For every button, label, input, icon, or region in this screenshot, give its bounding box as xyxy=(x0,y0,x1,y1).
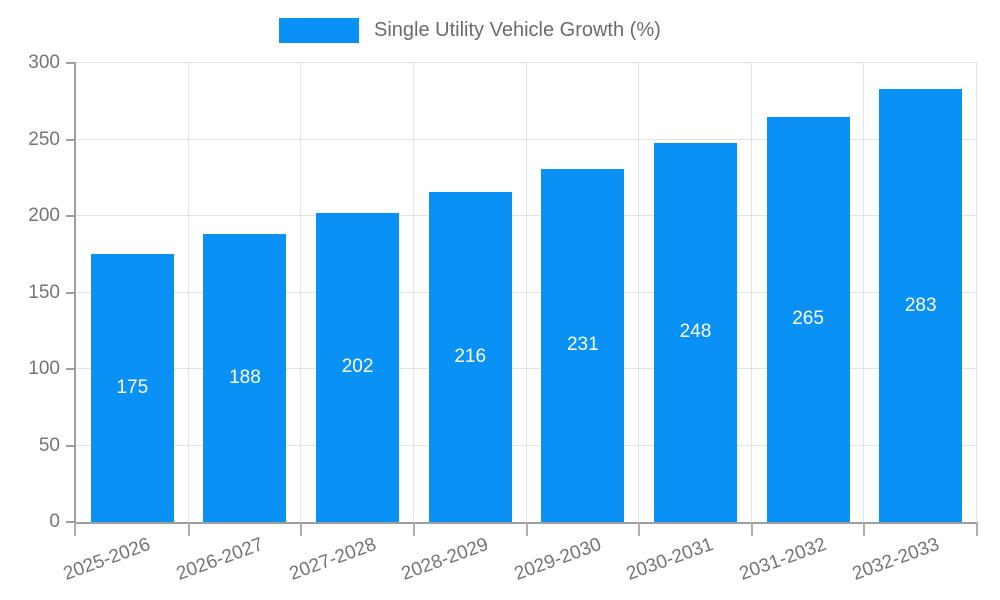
x-tick-label: 2032-2033 xyxy=(849,534,942,585)
bar[interactable]: 175 xyxy=(90,254,174,522)
y-tick-mark xyxy=(66,138,76,141)
bar-value-label: 231 xyxy=(566,334,599,356)
v-gridline xyxy=(525,63,527,522)
h-gridline xyxy=(76,138,977,140)
h-gridline xyxy=(76,368,977,370)
y-tick-mark xyxy=(66,291,76,294)
y-tick-mark xyxy=(66,444,76,447)
bar-value-label: 248 xyxy=(679,321,712,343)
y-tick-label: 150 xyxy=(28,281,60,303)
legend[interactable]: Single Utility Vehicle Growth (%) xyxy=(279,18,661,43)
bar-value-label: 175 xyxy=(116,377,149,399)
v-gridline xyxy=(187,63,189,522)
v-gridline xyxy=(976,63,977,522)
x-tick-mark xyxy=(412,522,415,536)
y-tick-label: 250 xyxy=(28,128,60,150)
x-tick-label: 2029-2030 xyxy=(511,534,604,585)
y-tick-mark xyxy=(66,62,76,64)
bar[interactable]: 283 xyxy=(879,89,963,522)
x-tick-label: 2025-2026 xyxy=(60,534,154,585)
bar[interactable]: 265 xyxy=(766,116,850,522)
x-tick-mark xyxy=(187,522,190,536)
x-tick-mark xyxy=(863,522,866,536)
v-gridline xyxy=(300,63,302,522)
bar[interactable]: 248 xyxy=(653,142,737,522)
h-gridline xyxy=(76,291,977,293)
y-tick-mark xyxy=(66,521,76,523)
x-tick-label: 2028-2029 xyxy=(398,534,492,585)
x-tick-mark xyxy=(750,522,753,536)
y-tick-label: 100 xyxy=(28,358,60,380)
y-tick-mark xyxy=(66,215,76,218)
x-tick-label: 2031-2032 xyxy=(736,534,830,585)
x-tick-mark xyxy=(300,522,303,536)
x-tick-mark xyxy=(525,522,528,536)
y-tick-label: 50 xyxy=(38,434,60,456)
x-tick-label: 2027-2028 xyxy=(286,534,379,585)
v-gridline xyxy=(863,63,865,522)
bar-value-label: 265 xyxy=(792,308,824,330)
x-tick-mark xyxy=(976,522,978,536)
x-tick-label: 2026-2027 xyxy=(173,534,267,585)
y-tick-label: 0 xyxy=(49,511,60,532)
plot-area: 0 50 100 150 200 250 300 175 2025-2026 188 2026-20… xyxy=(28,52,978,585)
bar-value-label: 283 xyxy=(904,294,937,316)
y-tick-label: 300 xyxy=(28,52,60,73)
bar[interactable]: 188 xyxy=(203,234,287,522)
v-gridline xyxy=(750,63,752,522)
x-tick-label: 2030-2031 xyxy=(624,534,717,585)
bar-value-label: 216 xyxy=(454,345,487,367)
h-gridline xyxy=(76,215,977,217)
legend-label: Single Utility Vehicle Growth (%) xyxy=(374,19,661,41)
bar[interactable]: 216 xyxy=(428,191,512,522)
x-tick-mark xyxy=(638,522,641,536)
bar-value-label: 202 xyxy=(341,356,374,378)
x-tick-mark xyxy=(74,522,76,536)
y-tick-label: 200 xyxy=(28,205,60,227)
h-gridline xyxy=(76,444,977,446)
bar-value-label: 188 xyxy=(229,367,261,389)
y-tick-mark xyxy=(66,368,76,371)
bar[interactable]: 202 xyxy=(316,212,400,522)
v-gridline xyxy=(412,63,414,522)
v-gridline xyxy=(638,63,640,522)
legend-swatch xyxy=(279,18,359,43)
bar[interactable]: 231 xyxy=(541,168,625,522)
h-gridline xyxy=(76,62,977,63)
